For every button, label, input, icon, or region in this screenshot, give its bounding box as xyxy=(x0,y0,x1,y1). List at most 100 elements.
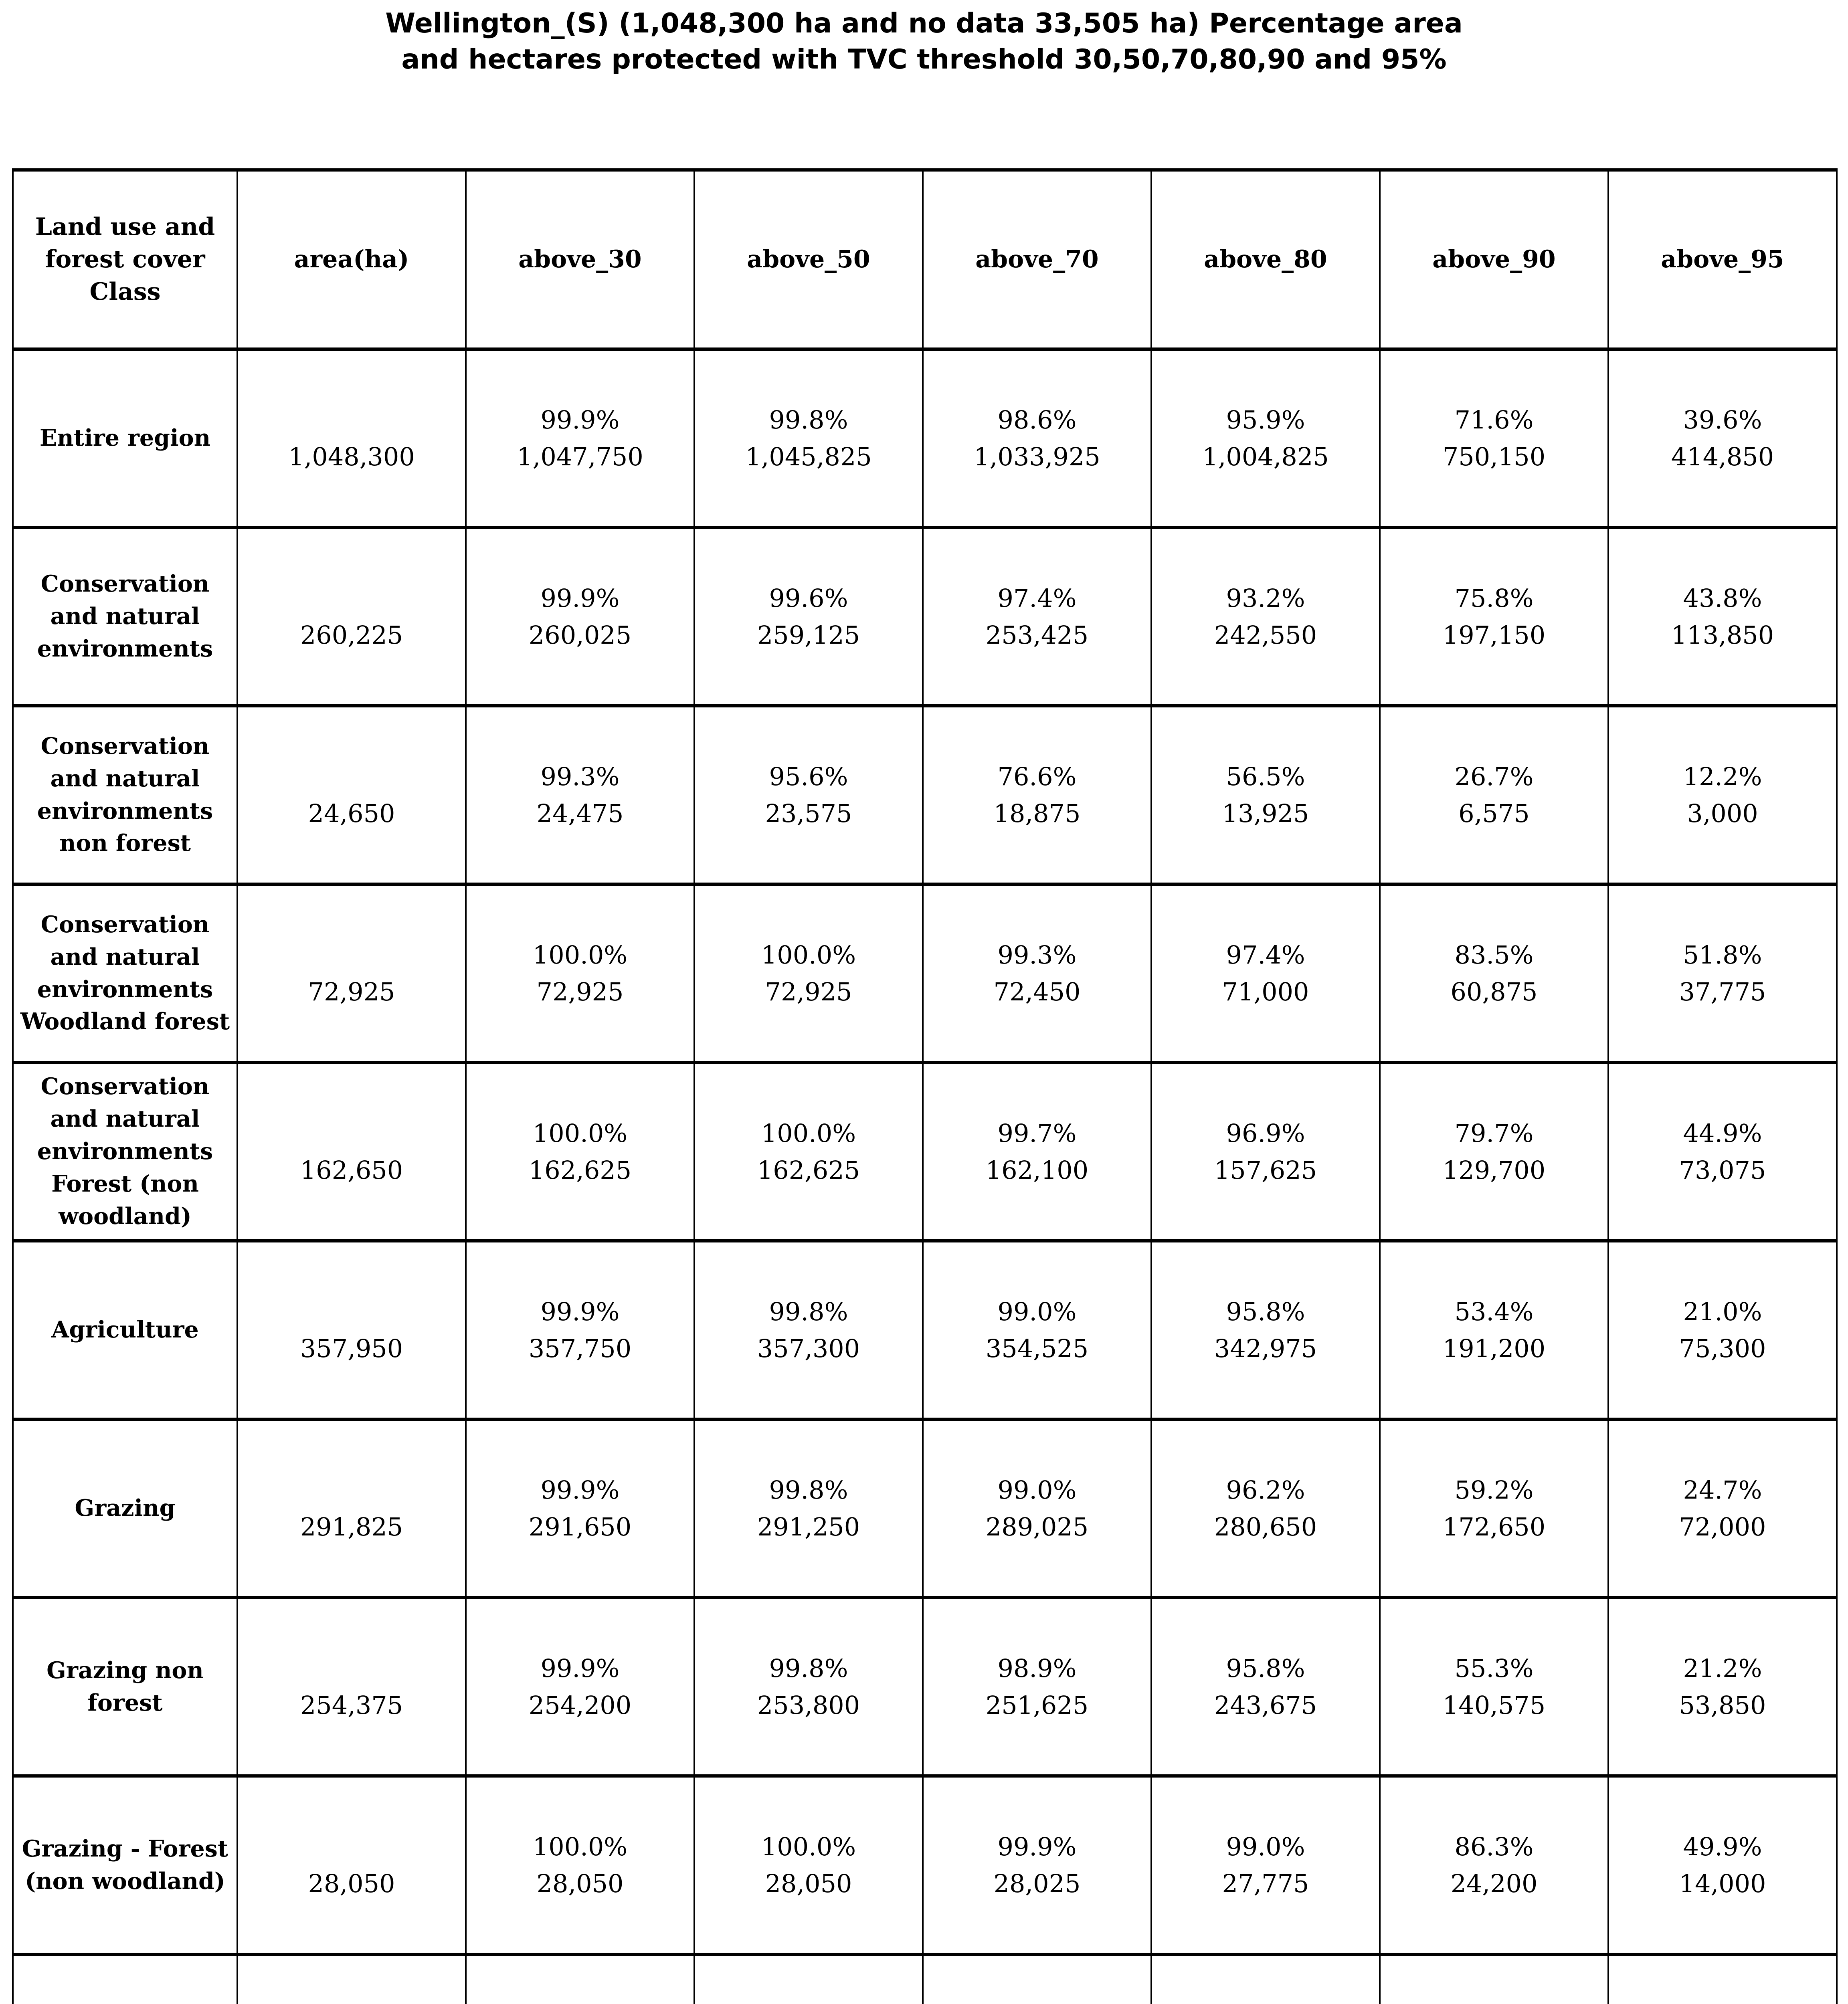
above-90-cell: 71.6% 750,150 xyxy=(1379,347,1609,529)
area-cell: 260,225 xyxy=(237,526,467,707)
hectare-value: 291,250 xyxy=(757,1512,860,1541)
percent-value: 83.5% xyxy=(1454,940,1534,970)
hectare-value: 1,045,825 xyxy=(745,442,872,471)
percent-value: 99.8% xyxy=(769,1653,848,1683)
hectare-value: 72,450 xyxy=(993,977,1081,1006)
table-row: Conservation and natural environments Wo… xyxy=(12,883,1838,1064)
percent-value: 51.8% xyxy=(1683,940,1762,970)
hectare-value: 140,575 xyxy=(1442,1690,1546,1720)
above-70-cell: 99.9% 28,025 xyxy=(922,1774,1152,1956)
spacer xyxy=(242,580,461,617)
hectare-value: 354,525 xyxy=(985,1333,1089,1363)
hectare-value: 191,200 xyxy=(1442,1333,1546,1363)
above-90-cell: 53.4% 191,200 xyxy=(1379,1239,1609,1421)
above-95-cell: 4.1% 2,500 xyxy=(1607,1953,1838,2004)
area-cell: 291,825 xyxy=(237,1418,467,1599)
percent-value: 79.7% xyxy=(1454,1118,1534,1148)
area-cell: 24,650 xyxy=(237,704,467,886)
percent-value: 26.7% xyxy=(1454,762,1534,791)
above-30-cell: 99.9% 260,025 xyxy=(465,526,695,707)
table-row: Grazing non forest 254,375 99.9% 254,200… xyxy=(12,1596,1838,1778)
above-50-cell: 99.6% 259,125 xyxy=(694,526,924,707)
hectare-value: 1,004,825 xyxy=(1202,442,1329,471)
hectare-value: 37,775 xyxy=(1679,977,1766,1006)
hectare-value: 254,200 xyxy=(528,1690,632,1720)
above-80-cell: 95.8% 243,675 xyxy=(1150,1596,1381,1778)
hectare-value: 157,625 xyxy=(1214,1155,1317,1185)
above-50-cell: 100.0% 28,050 xyxy=(694,1774,924,1956)
above-90-cell: 83.5% 60,875 xyxy=(1379,883,1609,1064)
row-class-label: Conservation and natural environments Wo… xyxy=(12,883,238,1064)
percent-value: 99.9% xyxy=(540,405,620,434)
above-95-cell: 44.9% 73,075 xyxy=(1607,1061,1838,1242)
area-value: 162,650 xyxy=(300,1155,403,1185)
percent-value: 24.7% xyxy=(1683,1475,1762,1505)
area-cell: 60,950 xyxy=(237,1953,467,2004)
above-80-cell: 96.2% 280,650 xyxy=(1150,1418,1381,1599)
area-value: 357,950 xyxy=(300,1333,403,1363)
percent-value: 93.2% xyxy=(1226,583,1305,613)
row-class-label: Conservation and natural environments xyxy=(12,526,238,707)
percent-value: 100.0% xyxy=(532,1832,628,1861)
percent-value: 71.6% xyxy=(1454,405,1534,434)
above-30-cell: 99.9% 1,047,750 xyxy=(465,347,695,529)
above-95-cell: 49.9% 14,000 xyxy=(1607,1774,1838,1956)
above-90-cell: 55.3% 140,575 xyxy=(1379,1596,1609,1778)
row-class-label: Grazing - Forest (non woodland) xyxy=(12,1774,238,1956)
hectare-value: 162,625 xyxy=(757,1155,860,1185)
hectare-value: 53,850 xyxy=(1679,1690,1766,1720)
above-50-cell: 99.8% 1,045,825 xyxy=(694,347,924,529)
above-80-cell: 56.5% 13,925 xyxy=(1150,704,1381,886)
above-70-cell: 99.3% 72,450 xyxy=(922,883,1152,1064)
hectare-value: 28,050 xyxy=(765,1869,852,1898)
percent-value: 100.0% xyxy=(761,940,856,970)
above-95-cell: 24.7% 72,000 xyxy=(1607,1418,1838,1599)
hectare-value: 13,925 xyxy=(1222,798,1309,828)
percent-value: 96.9% xyxy=(1226,1118,1305,1148)
percent-value: 99.9% xyxy=(540,1297,620,1326)
hectare-value: 6,575 xyxy=(1458,798,1530,828)
area-cell: 72,925 xyxy=(237,883,467,1064)
hectare-value: 357,750 xyxy=(528,1333,632,1363)
column-header-above-95: above_95 xyxy=(1607,168,1838,351)
hectare-value: 72,925 xyxy=(536,977,624,1006)
hectare-value: 113,850 xyxy=(1671,620,1774,650)
spacer xyxy=(242,402,461,438)
percent-value: 96.2% xyxy=(1226,1475,1305,1505)
percent-value: 99.3% xyxy=(540,762,620,791)
percent-value: 98.6% xyxy=(997,405,1077,434)
hectare-value: 750,150 xyxy=(1442,442,1546,471)
percent-value: 99.0% xyxy=(997,1475,1077,1505)
above-30-cell: 99.9% 254,200 xyxy=(465,1596,695,1778)
percent-value: 86.3% xyxy=(1454,1832,1534,1861)
hectare-value: 243,675 xyxy=(1214,1690,1317,1720)
hectare-value: 289,025 xyxy=(985,1512,1089,1541)
spacer xyxy=(242,1115,461,1152)
hectare-value: 1,033,925 xyxy=(974,442,1100,471)
table-row: Conservation and natural environments Fo… xyxy=(12,1061,1838,1242)
hectare-value: 251,625 xyxy=(985,1690,1089,1720)
above-80-cell: 96.9% 157,625 xyxy=(1150,1061,1381,1242)
above-30-cell: 100.0% 72,925 xyxy=(465,883,695,1064)
above-70-cell: 76.6% 18,875 xyxy=(922,704,1152,886)
above-80-cell: 99.0% 27,775 xyxy=(1150,1774,1381,1956)
above-70-cell: 99.0% 354,525 xyxy=(922,1239,1152,1421)
above-50-cell: 99.9% 60,900 xyxy=(694,1953,924,2004)
area-cell: 28,050 xyxy=(237,1774,467,1956)
hectare-value: 342,975 xyxy=(1214,1333,1317,1363)
area-value: 1,048,300 xyxy=(288,442,415,471)
column-header-above-50: above_50 xyxy=(694,168,924,351)
percent-value: 99.8% xyxy=(769,1475,848,1505)
percent-value: 99.8% xyxy=(769,1297,848,1326)
percent-value: 95.8% xyxy=(1226,1653,1305,1683)
area-cell: 254,375 xyxy=(237,1596,467,1778)
percent-value: 100.0% xyxy=(761,1118,856,1148)
area-value: 24,650 xyxy=(308,798,395,828)
percent-value: 12.2% xyxy=(1683,762,1762,791)
above-90-cell: 79.7% 129,700 xyxy=(1379,1061,1609,1242)
above-90-cell: 59.2% 172,650 xyxy=(1379,1418,1609,1599)
above-70-cell: 99.7% 162,100 xyxy=(922,1061,1152,1242)
row-class-label: Entire region xyxy=(12,347,238,529)
hectare-value: 24,200 xyxy=(1450,1869,1538,1898)
percent-value: 56.5% xyxy=(1226,762,1305,791)
